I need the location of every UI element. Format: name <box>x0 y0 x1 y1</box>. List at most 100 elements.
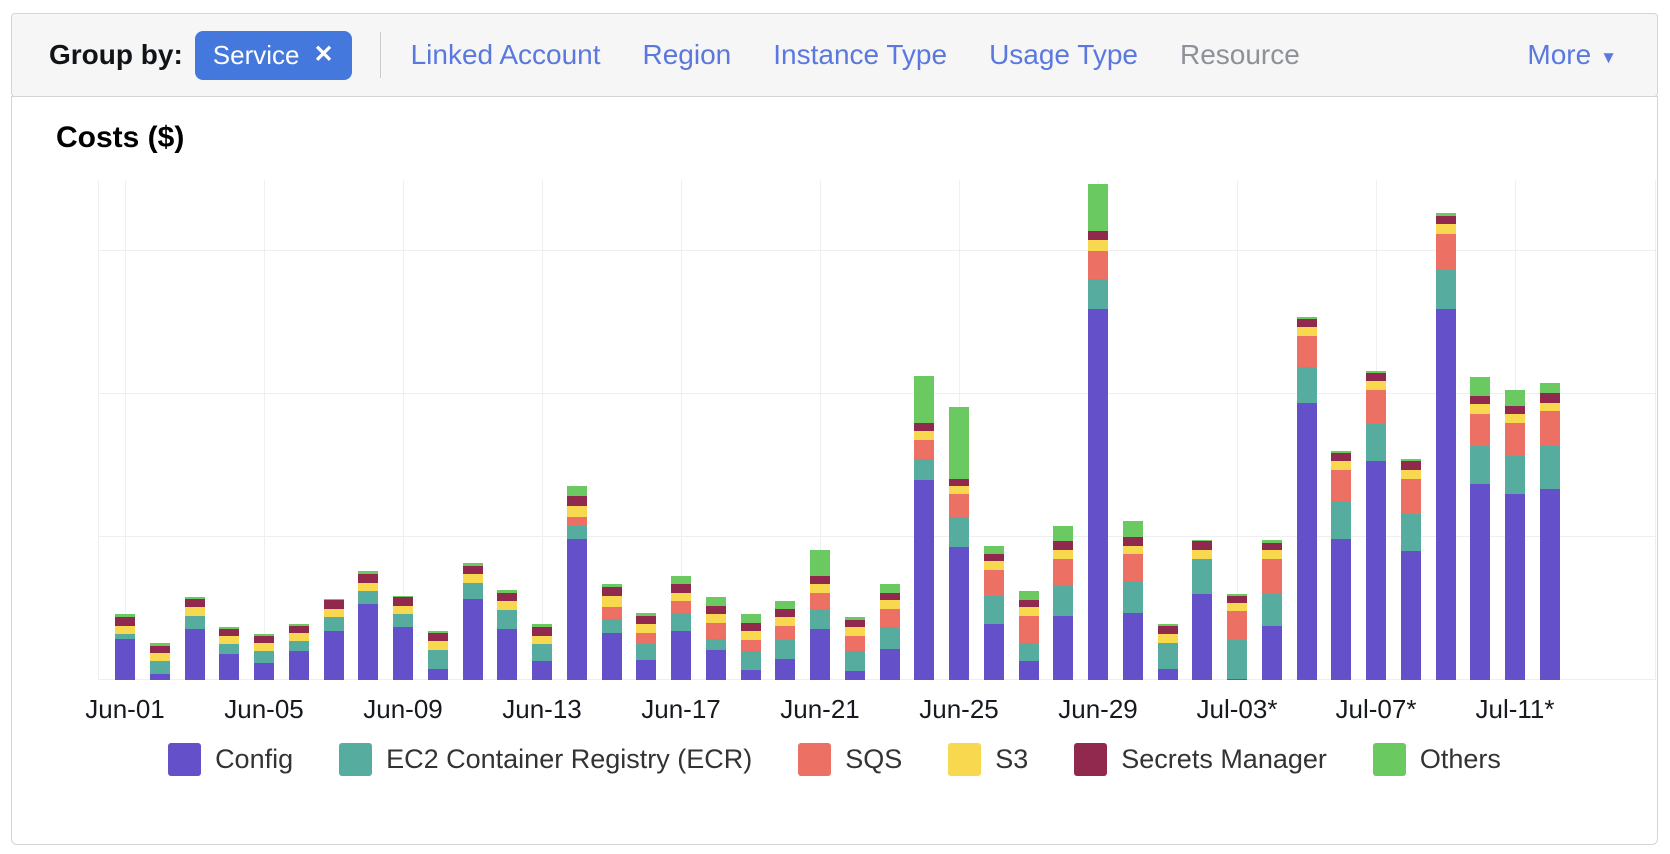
bar-segment-S3[interactable] <box>810 584 830 593</box>
bar-segment-EC2 Container Registry (ECR)[interactable] <box>1470 445 1491 485</box>
bar-segment-SQS[interactable] <box>1505 422 1525 456</box>
bar-segment-Others[interactable] <box>427 631 448 633</box>
bar-segment-S3[interactable] <box>705 614 726 623</box>
bar-segment-Config[interactable] <box>288 651 309 680</box>
bar-segment-Config[interactable] <box>427 668 448 680</box>
bar-segment-EC2 Container Registry (ECR)[interactable] <box>1122 581 1143 613</box>
bar-segment-EC2 Container Registry (ECR)[interactable] <box>1157 642 1178 669</box>
bar-segment-SQS[interactable] <box>601 607 622 619</box>
bar-segment-Secrets Manager[interactable] <box>1435 215 1456 225</box>
bar-segment-EC2 Container Registry (ECR)[interactable] <box>323 617 344 632</box>
bar-segment-Secrets Manager[interactable] <box>497 592 518 602</box>
bar-segment-Secrets Manager[interactable] <box>740 622 761 632</box>
bar-segment-S3[interactable] <box>1192 550 1213 559</box>
bar-segment-SQS[interactable] <box>566 517 587 526</box>
bar-segment-Config[interactable] <box>532 661 552 680</box>
bar-Jun-07[interactable] <box>323 180 344 680</box>
bar-segment-S3[interactable] <box>949 485 969 495</box>
bar-segment-S3[interactable] <box>184 607 205 616</box>
bar-segment-S3[interactable] <box>775 617 796 626</box>
bar-segment-Secrets Manager[interactable] <box>1539 392 1560 403</box>
bar-segment-SQS[interactable] <box>1261 558 1282 595</box>
bar-segment-Config[interactable] <box>879 648 900 680</box>
bar-segment-Secrets Manager[interactable] <box>254 635 274 643</box>
bar-segment-SQS[interactable] <box>1470 414 1491 446</box>
bar-segment-Config[interactable] <box>184 628 205 680</box>
bar-segment-EC2 Container Registry (ECR)[interactable] <box>358 591 379 605</box>
bar-segment-EC2 Container Registry (ECR)[interactable] <box>1539 445 1560 489</box>
bar-segment-EC2 Container Registry (ECR)[interactable] <box>288 641 309 652</box>
bar-Jun-17[interactable] <box>671 180 691 680</box>
bar-segment-S3[interactable] <box>1261 550 1282 559</box>
bar-segment-Config[interactable] <box>393 627 413 680</box>
bar-segment-SQS[interactable] <box>705 622 726 639</box>
bar-Jun-24[interactable] <box>914 180 935 680</box>
bar-segment-Config[interactable] <box>983 624 1004 680</box>
bar-segment-Secrets Manager[interactable] <box>636 615 657 625</box>
bar-segment-Config[interactable] <box>1018 661 1039 680</box>
bar-segment-Others[interactable] <box>497 590 518 593</box>
bar-segment-Secrets Manager[interactable] <box>184 598 205 608</box>
bar-segment-S3[interactable] <box>288 632 309 642</box>
bar-segment-Secrets Manager[interactable] <box>844 620 865 628</box>
bar-segment-EC2 Container Registry (ECR)[interactable] <box>184 615 205 629</box>
bar-segment-Others[interactable] <box>566 485 587 496</box>
bar-segment-S3[interactable] <box>636 624 657 633</box>
bar-segment-S3[interactable] <box>566 505 587 518</box>
bar-segment-S3[interactable] <box>323 608 344 618</box>
bar-Jun-28[interactable] <box>1053 180 1074 680</box>
bar-segment-S3[interactable] <box>1435 224 1456 235</box>
bar-segment-EC2 Container Registry (ECR)[interactable] <box>775 640 796 659</box>
bar-Jun-01[interactable] <box>115 180 135 680</box>
group-by-link-region[interactable]: Region <box>642 39 732 70</box>
bar-segment-SQS[interactable] <box>1122 554 1143 582</box>
bar-segment-Secrets Manager[interactable] <box>358 574 379 583</box>
bar-Jul-09[interactable] <box>1435 180 1456 680</box>
bar-segment-EC2 Container Registry (ECR)[interactable] <box>497 610 518 629</box>
bar-segment-SQS[interactable] <box>1539 411 1560 446</box>
bar-segment-Config[interactable] <box>115 638 135 680</box>
bar-segment-SQS[interactable] <box>1088 251 1108 279</box>
bar-segment-Secrets Manager[interactable] <box>879 592 900 600</box>
bar-Jun-26[interactable] <box>983 180 1004 680</box>
bar-segment-S3[interactable] <box>497 601 518 610</box>
close-icon[interactable]: ✕ <box>313 41 334 68</box>
bar-segment-EC2 Container Registry (ECR)[interactable] <box>1331 501 1352 539</box>
bar-segment-Config[interactable] <box>462 598 483 680</box>
bar-Jun-02[interactable] <box>149 180 170 680</box>
bar-segment-Secrets Manager[interactable] <box>393 597 413 606</box>
bar-segment-SQS[interactable] <box>810 592 830 609</box>
bar-Jul-11[interactable] <box>1505 180 1525 680</box>
bar-segment-Others[interactable] <box>1122 521 1143 538</box>
bar-segment-S3[interactable] <box>532 635 552 645</box>
bar-segment-Config[interactable] <box>1088 308 1108 680</box>
bar-segment-SQS[interactable] <box>740 640 761 652</box>
bar-segment-Config[interactable] <box>1435 308 1456 680</box>
bar-segment-SQS[interactable] <box>775 625 796 640</box>
bar-segment-Others[interactable] <box>1470 377 1491 396</box>
bar-segment-Secrets Manager[interactable] <box>1470 395 1491 405</box>
bar-segment-Config[interactable] <box>149 674 170 680</box>
bar-segment-Config[interactable] <box>1053 615 1074 680</box>
bar-segment-Config[interactable] <box>601 632 622 680</box>
bar-Jun-03[interactable] <box>184 180 205 680</box>
bar-segment-EC2 Container Registry (ECR)[interactable] <box>566 525 587 539</box>
bar-Jun-12[interactable] <box>497 180 518 680</box>
bar-Jun-30[interactable] <box>1122 180 1143 680</box>
bar-segment-Config[interactable] <box>636 660 657 680</box>
bar-segment-S3[interactable] <box>393 605 413 615</box>
bar-segment-EC2 Container Registry (ECR)[interactable] <box>1192 558 1213 595</box>
bar-segment-S3[interactable] <box>219 635 240 645</box>
bar-Jun-25[interactable] <box>949 180 969 680</box>
bar-segment-Secrets Manager[interactable] <box>671 584 691 593</box>
bar-Jul-10[interactable] <box>1470 180 1491 680</box>
bar-segment-Secrets Manager[interactable] <box>914 422 935 432</box>
bar-Jun-09[interactable] <box>393 180 413 680</box>
bar-Jun-04[interactable] <box>219 180 240 680</box>
bar-segment-EC2 Container Registry (ECR)[interactable] <box>844 651 865 672</box>
bar-segment-Others[interactable] <box>636 612 657 616</box>
bar-Jul-05[interactable] <box>1296 180 1317 680</box>
bar-segment-Others[interactable] <box>219 627 240 629</box>
more-dropdown-button[interactable]: More ▼ <box>1527 39 1617 71</box>
bar-segment-Secrets Manager[interactable] <box>1296 318 1317 328</box>
